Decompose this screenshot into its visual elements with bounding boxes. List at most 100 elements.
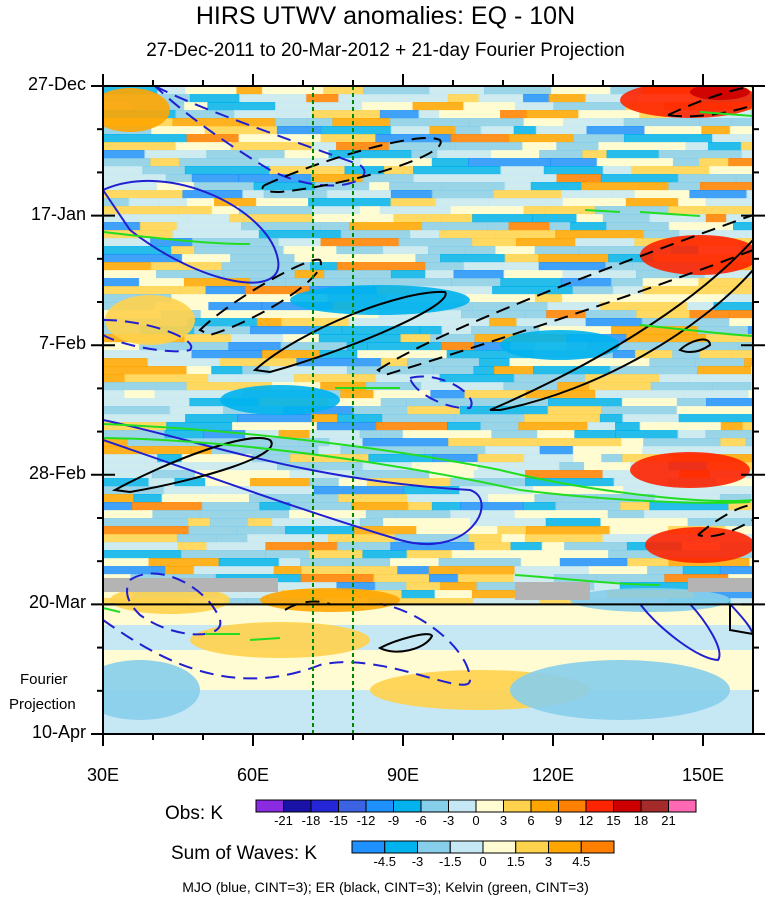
anomaly-cell	[164, 566, 195, 575]
anomaly-cell	[699, 350, 733, 359]
anomaly-cell	[290, 502, 353, 511]
anomaly-cell	[407, 406, 461, 415]
anomaly-cell	[448, 438, 539, 447]
anomaly-cell	[709, 166, 753, 175]
anomaly-cell	[359, 206, 381, 215]
anomaly-cell	[251, 294, 329, 303]
anomaly-cell	[615, 566, 649, 575]
anomaly-cell	[407, 358, 481, 367]
anomaly-cell	[103, 150, 146, 159]
anomaly-cell	[728, 158, 753, 167]
anomaly-cell	[193, 566, 275, 575]
anomaly-cell	[362, 438, 450, 447]
anomaly-cell	[250, 326, 317, 335]
kelvin-contour	[584, 209, 621, 213]
anomaly-cell	[230, 254, 296, 263]
anomaly-cell	[103, 398, 191, 407]
y-tick-label: 28-Feb	[28, 462, 86, 483]
anomaly-cell	[202, 430, 247, 439]
anomaly-cell	[223, 470, 291, 479]
anomaly-cell	[166, 422, 233, 431]
anomaly-cell	[380, 358, 409, 367]
anomaly-cell	[447, 94, 480, 103]
anomaly-cell	[362, 174, 415, 183]
anomaly-cell	[308, 550, 364, 559]
anomaly-cell	[103, 446, 192, 455]
anomaly-cell	[336, 542, 392, 551]
anomaly-cell	[365, 510, 397, 519]
anomaly-cell	[495, 174, 534, 183]
anomaly-cell	[172, 230, 260, 239]
anomaly-cell	[535, 126, 588, 135]
anomaly-cell	[474, 334, 514, 343]
anomaly-cell	[477, 454, 525, 463]
anomaly-cell	[373, 278, 452, 287]
anomaly-cell	[541, 542, 566, 551]
anomaly-cell	[258, 230, 342, 239]
anomaly-cell	[411, 150, 439, 159]
anomaly-cell	[218, 590, 283, 599]
anomaly-cell	[643, 230, 681, 239]
anomaly-cell	[103, 494, 135, 503]
anomaly-cell	[389, 118, 470, 127]
anomaly-cell	[525, 478, 615, 487]
anomaly-cell	[103, 254, 183, 263]
anomaly-cell	[447, 422, 482, 431]
anomaly-cell	[493, 190, 563, 199]
er-contour	[729, 604, 753, 635]
anomaly-cell	[450, 206, 474, 215]
anomaly-cell	[687, 518, 753, 527]
anomaly-cell	[532, 214, 578, 223]
anomaly-cell	[161, 494, 250, 503]
anomaly-cell	[275, 102, 363, 111]
anomaly-cell	[514, 510, 568, 519]
anomaly-cell	[103, 390, 126, 399]
anomaly-cell	[477, 462, 561, 471]
anomaly-cell	[480, 422, 520, 431]
anomaly-cell	[740, 142, 753, 151]
anomaly-cell	[584, 374, 660, 383]
y-tick-label: 17-Jan	[30, 203, 86, 224]
anomaly-cell	[103, 270, 157, 279]
er-contours	[111, 86, 753, 653]
anomaly-cell	[429, 470, 475, 479]
anomaly-cell	[346, 366, 434, 375]
anomaly-cell	[124, 374, 210, 383]
anomaly-cell	[310, 262, 338, 271]
anomaly-cell	[278, 430, 311, 439]
anomaly-cell	[419, 326, 443, 335]
anomaly-cell	[730, 598, 753, 607]
anomaly-cell	[429, 86, 486, 95]
anomaly-cell	[562, 270, 637, 279]
anomaly-cell	[742, 422, 753, 431]
anomaly-cell	[211, 366, 244, 375]
anomaly-cell	[103, 358, 149, 367]
anomaly-cell	[103, 550, 182, 559]
anomaly-cell	[223, 270, 296, 279]
anomaly-cell	[424, 446, 486, 455]
anomaly-cell	[389, 182, 443, 191]
anomaly-cell	[676, 406, 752, 415]
anomaly-cell	[289, 470, 354, 479]
anomaly-cell	[151, 470, 197, 479]
anomaly-cell	[294, 270, 326, 279]
anomaly-cell	[615, 430, 679, 439]
colorbar-swatch	[365, 799, 394, 813]
anomaly-cell	[174, 478, 207, 487]
anomaly-cell	[429, 126, 456, 135]
chart-title: HIRS UTWV anomalies: EQ - 10N	[195, 2, 576, 30]
anomaly-cell	[185, 414, 239, 423]
anomaly-cell	[539, 150, 584, 159]
anomaly-cell	[298, 438, 331, 447]
anomaly-cell	[133, 494, 163, 503]
anomaly-cell	[538, 262, 607, 271]
anomaly-cell	[514, 102, 555, 111]
anomaly-cell	[438, 558, 522, 567]
anomaly-cell	[513, 374, 586, 383]
anomaly-cell	[247, 534, 330, 543]
anomaly-cell	[301, 566, 349, 575]
anomaly-cell	[280, 342, 348, 351]
anomaly-cell	[679, 486, 738, 495]
anomaly-cell	[388, 142, 456, 151]
anomaly-cell	[103, 198, 130, 207]
